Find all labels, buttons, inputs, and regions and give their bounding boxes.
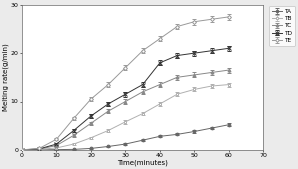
X-axis label: Time(minutes): Time(minutes)	[117, 160, 168, 166]
Y-axis label: Melting rate(g/min): Melting rate(g/min)	[3, 43, 9, 111]
Legend: TA, TB, TC, TD, TE: TA, TB, TC, TD, TE	[269, 6, 295, 46]
